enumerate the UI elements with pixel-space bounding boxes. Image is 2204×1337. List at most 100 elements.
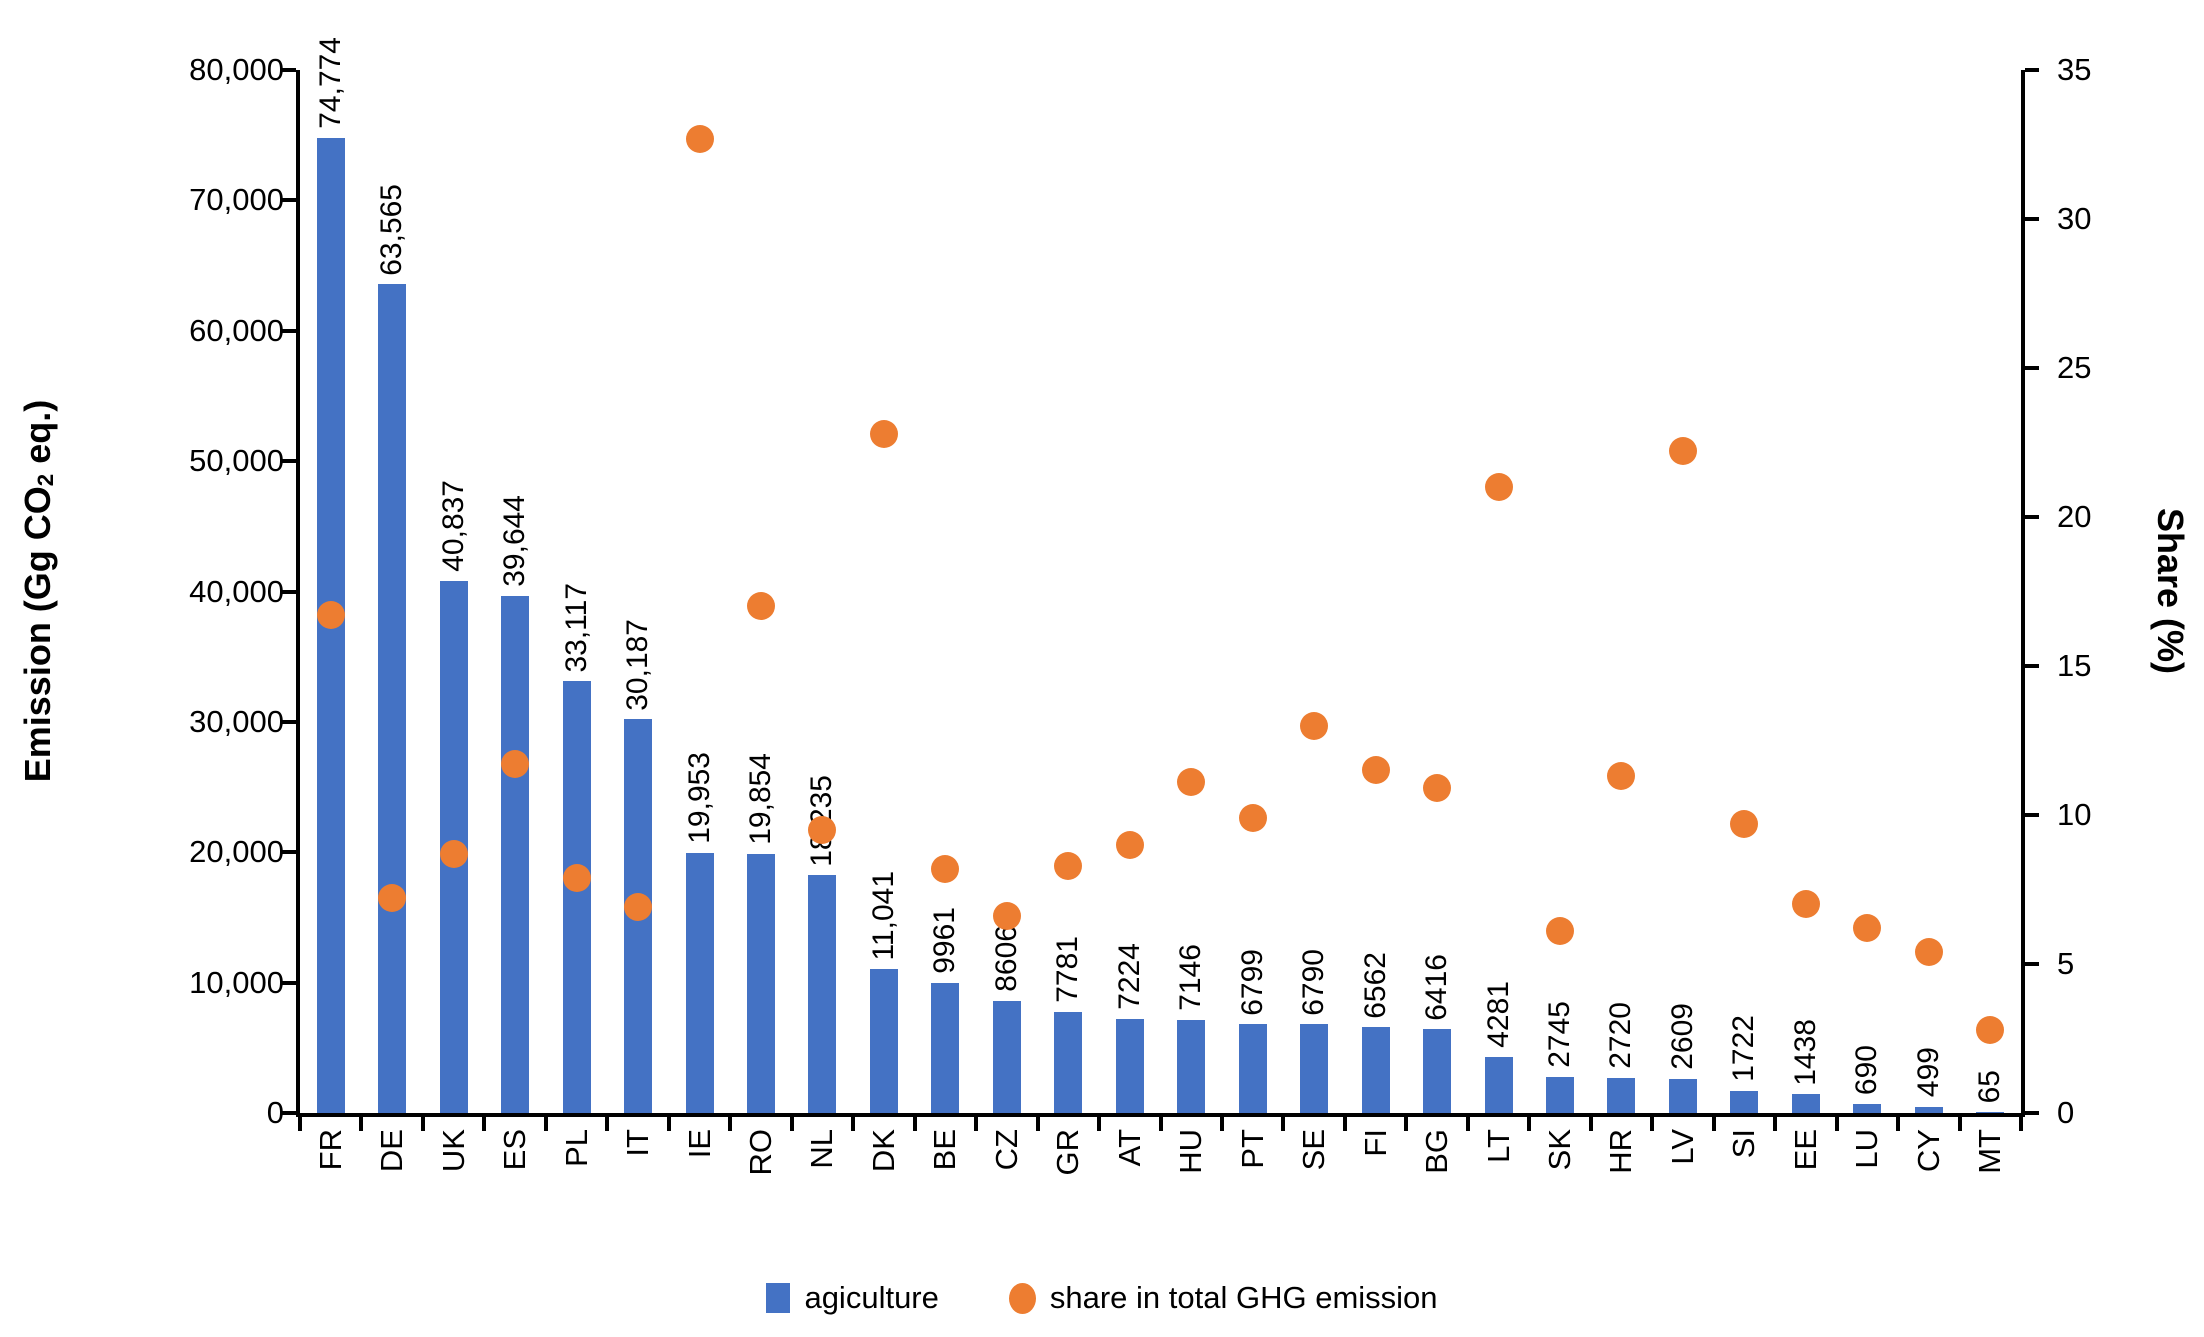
x-axis-label-it: IT	[620, 1129, 656, 1157]
left-axis-tick	[282, 459, 296, 464]
right-axis-tick	[2025, 366, 2039, 370]
x-axis-label-bg: BG	[1419, 1129, 1455, 1174]
left-axis-tick-label: 10,000	[189, 964, 284, 1000]
bar-value-label-gr: 7781	[1051, 935, 1085, 1003]
share-dot-it	[624, 893, 653, 922]
share-dot-gr	[1054, 851, 1083, 880]
share-dot-be	[931, 854, 960, 883]
x-axis-label-fr: FR	[312, 1129, 348, 1171]
bar-cz	[992, 1000, 1021, 1113]
share-dot-nl	[808, 815, 837, 844]
share-dot-se	[1300, 711, 1329, 740]
left-axis-tick-label: 30,000	[189, 703, 284, 739]
bar-lt	[1484, 1057, 1513, 1113]
bar-hu	[1177, 1019, 1206, 1113]
legend-item-share: share in total GHG emission	[1008, 1280, 1438, 1316]
bottom-axis-tick	[1834, 1117, 1839, 1131]
bar-bg	[1423, 1029, 1452, 1113]
right-axis-tick	[2025, 962, 2039, 966]
share-dot-sk	[1546, 917, 1575, 946]
share-dot-fr	[316, 601, 345, 630]
bar-value-label-at: 7224	[1112, 943, 1146, 1010]
bottom-axis-tick	[1773, 1117, 1778, 1131]
bar-pt	[1238, 1024, 1267, 1113]
left-axis-tick	[282, 719, 296, 724]
bar-value-label-cz: 8606	[989, 925, 1023, 992]
right-axis-tick	[2025, 217, 2039, 221]
bar-si	[1730, 1090, 1759, 1113]
bottom-axis-line	[296, 1113, 2025, 1117]
bar-value-label-pl: 33,117	[559, 582, 593, 673]
x-axis-label-lv: LV	[1664, 1129, 1700, 1165]
x-axis-label-sk: SK	[1542, 1129, 1578, 1171]
left-axis-tick-label: 0	[266, 1095, 284, 1130]
right-axis-tick-label: 15	[2057, 648, 2092, 683]
right-axis-tick-label: 5	[2057, 946, 2075, 981]
bar-value-label-lt: 4281	[1481, 981, 1515, 1049]
left-axis-tick-label: 40,000	[189, 573, 284, 609]
share-dot-hr	[1607, 762, 1636, 791]
bottom-axis-tick	[2019, 1117, 2023, 1131]
bar-nl	[808, 875, 837, 1113]
bottom-axis-tick	[1650, 1117, 1655, 1131]
right-axis-tick-label: 25	[2057, 350, 2092, 385]
bar-sk	[1546, 1077, 1575, 1113]
bottom-axis-tick	[543, 1117, 548, 1131]
bottom-axis-tick	[605, 1117, 610, 1131]
bar-se	[1300, 1024, 1329, 1113]
x-axis-label-lt: LT	[1480, 1129, 1516, 1163]
right-axis-line	[2021, 70, 2025, 1117]
bottom-axis-tick	[728, 1117, 733, 1131]
bar-ro	[746, 854, 775, 1113]
bottom-axis-tick	[1957, 1117, 1962, 1131]
bar-ee	[1791, 1094, 1820, 1113]
x-axis-label-be: BE	[927, 1129, 963, 1171]
share-dot-cz	[992, 902, 1021, 931]
share-dot-dk	[869, 419, 898, 448]
bar-cy	[1914, 1106, 1943, 1113]
x-axis-label-hu: HU	[1173, 1129, 1209, 1174]
bottom-axis-tick	[912, 1117, 917, 1131]
left-axis-tick-label: 80,000	[189, 52, 284, 87]
bar-value-label-es: 39,644	[498, 495, 532, 588]
left-axis-line	[296, 70, 300, 1117]
bottom-axis-tick	[1711, 1117, 1716, 1131]
bar-value-label-mt: 65	[1973, 1069, 2007, 1104]
bar-hr	[1607, 1077, 1636, 1113]
bottom-axis-tick	[482, 1117, 487, 1131]
right-axis-tick-label: 0	[2057, 1095, 2075, 1130]
legend-label-share: share in total GHG emission	[1049, 1280, 1438, 1315]
left-axis-tick	[282, 68, 296, 72]
bottom-axis-tick	[1465, 1117, 1470, 1131]
x-axis-label-mt: MT	[1972, 1129, 2008, 1174]
share-dot-lu	[1853, 914, 1882, 943]
bar-at	[1115, 1018, 1144, 1113]
x-axis-label-dk: DK	[865, 1129, 901, 1173]
share-dot-uk	[439, 839, 468, 868]
bar-value-label-sk: 2745	[1543, 1001, 1577, 1069]
bottom-axis-tick	[974, 1117, 979, 1131]
right-axis-tick-label: 10	[2057, 797, 2092, 832]
share-dot-pl	[562, 863, 591, 892]
share-dot-es	[501, 750, 530, 779]
x-axis-label-si: SI	[1726, 1129, 1762, 1159]
bar-value-label-lv: 2609	[1665, 1003, 1699, 1070]
share-dot-pt	[1238, 803, 1267, 832]
share-dot-cy	[1914, 938, 1943, 967]
bar-value-label-fr: 74,774	[313, 37, 347, 130]
left-axis-tick-label: 70,000	[189, 182, 284, 218]
share-dot-bg	[1423, 774, 1452, 803]
bar-value-label-lu: 690	[1850, 1044, 1884, 1096]
right-axis-tick-label: 30	[2057, 201, 2092, 236]
x-axis-label-cy: CY	[1910, 1129, 1946, 1173]
bar-value-label-ie: 19,953	[682, 752, 716, 844]
bar-lu	[1853, 1104, 1882, 1113]
bar-value-label-pt: 6799	[1235, 948, 1269, 1016]
left-axis-title-suffix: eq.)	[17, 399, 58, 474]
right-axis-tick-label: 35	[2057, 52, 2092, 87]
bar-de	[378, 284, 407, 1113]
left-axis-title: Emission (Gg CO2 eq.)	[16, 400, 68, 782]
bar-value-label-de: 63,565	[375, 183, 409, 276]
bar-fi	[1361, 1027, 1390, 1113]
bottom-axis-tick	[359, 1117, 364, 1131]
